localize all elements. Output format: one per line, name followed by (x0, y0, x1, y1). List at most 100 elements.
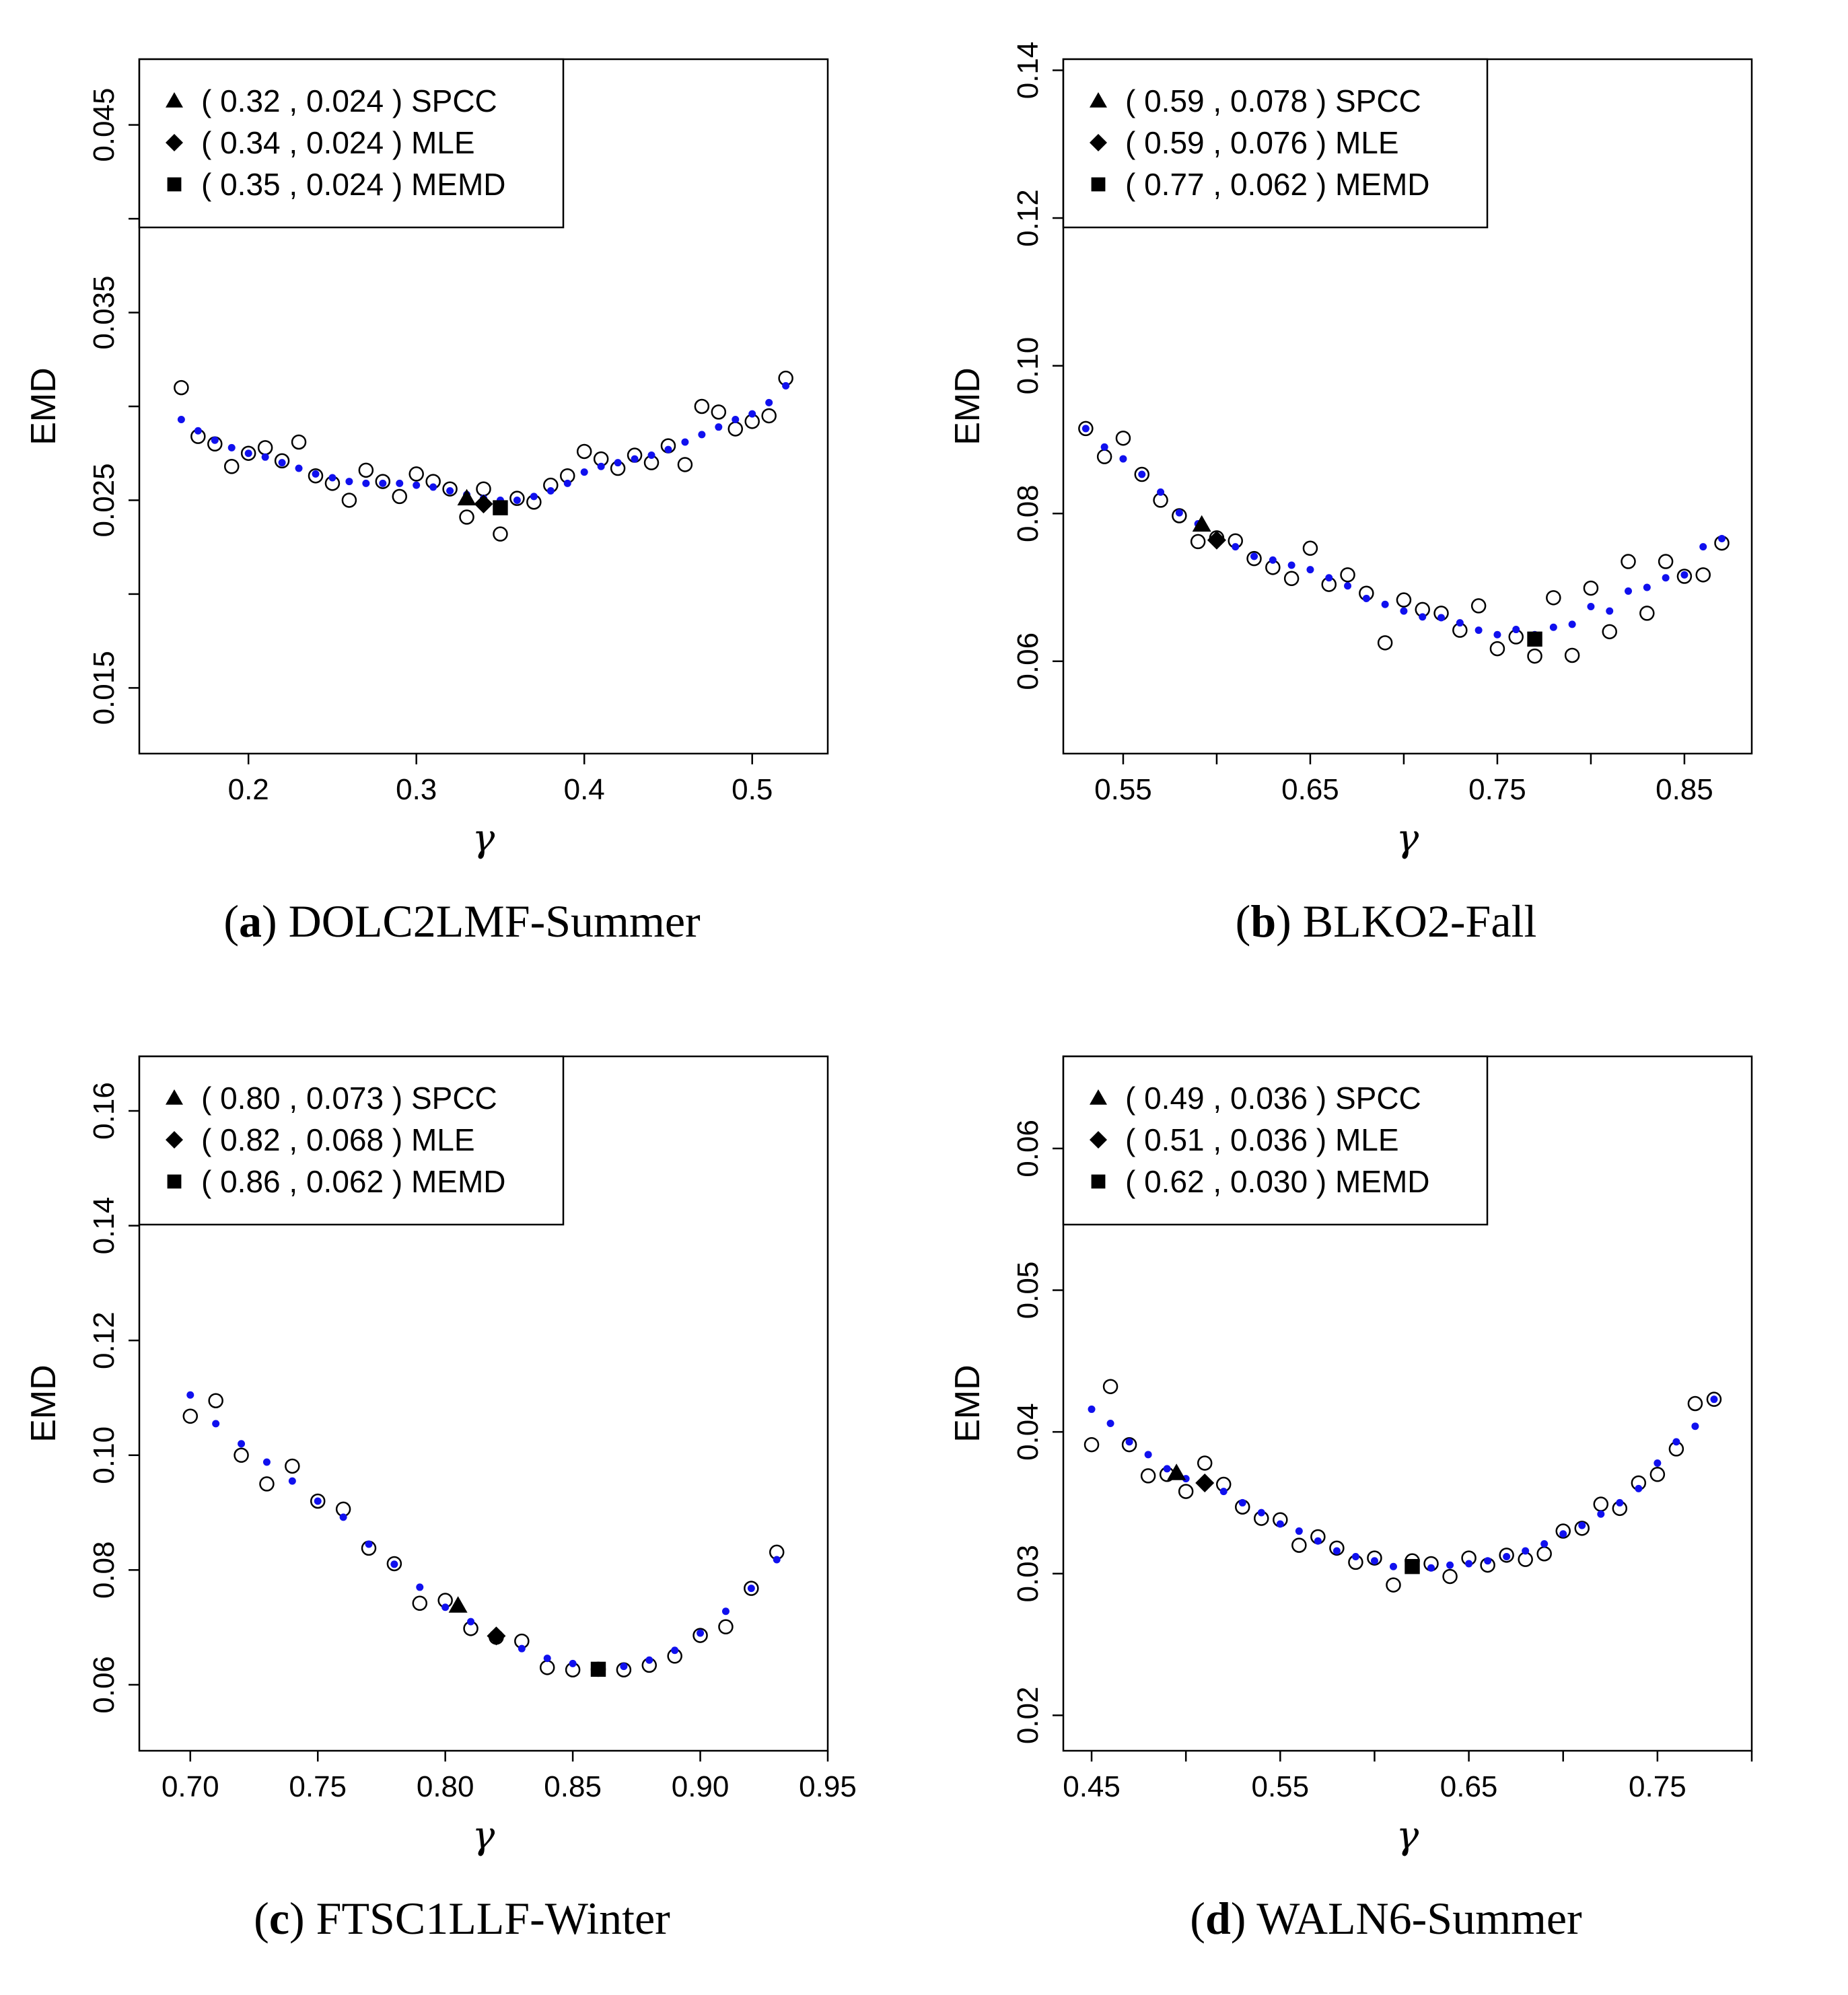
empirical-point (1102, 1379, 1118, 1394)
fitted-point (211, 436, 219, 444)
fitted-point (295, 464, 303, 472)
fitted-point (1125, 1438, 1133, 1446)
fitted-point (1568, 620, 1576, 628)
fitted-point (244, 449, 252, 458)
fitted-point (1306, 566, 1314, 574)
legend: ( 0.59 , 0.078 ) SPCC ( 0.59 , 0.076 ) ML… (1062, 58, 1489, 229)
empirical-point (1291, 1537, 1307, 1553)
empirical-point (509, 491, 525, 506)
fitted-point (697, 1629, 705, 1637)
empirical-point (1564, 647, 1580, 663)
legend-entry: ( 0.82 , 0.068 ) MLE (201, 1122, 475, 1157)
fitted-point (1370, 1557, 1378, 1565)
fitted-point (1456, 619, 1464, 627)
empirical-point (1083, 1437, 1100, 1453)
y-tick-label: 0.025 (87, 463, 120, 537)
empirical-point (412, 1595, 428, 1611)
fitted-point (1081, 425, 1090, 433)
y-tick-label: 0.10 (87, 1426, 120, 1484)
legend-entry: ( 0.34 , 0.024 ) MLE (201, 125, 475, 160)
fitted-point (1437, 614, 1446, 622)
x-tick-label: 0.85 (1656, 773, 1713, 806)
fitted-point (1163, 1465, 1171, 1473)
fitted-point (1419, 613, 1427, 621)
y-tick-label: 0.12 (87, 1311, 120, 1369)
fitted-point (664, 445, 672, 454)
x-tick-label: 0.85 (544, 1770, 602, 1803)
empirical-point (174, 379, 189, 396)
fitted-point (518, 1644, 526, 1653)
legend-marker-diamond (1090, 1131, 1107, 1149)
empirical-point (285, 1458, 300, 1474)
x-axis-label: γ (1396, 1814, 1419, 1858)
empirical-point (1246, 550, 1262, 567)
fitted-point (312, 470, 320, 478)
x-tick-label: 0.65 (1281, 773, 1339, 806)
empirical-point (358, 462, 374, 478)
fitted-point (1680, 571, 1689, 579)
empirical-point (1470, 598, 1487, 614)
legend-marker-square (1091, 177, 1106, 192)
fitted-point (631, 455, 639, 463)
chart-d: 0.45 0.55 0.65 0.75 0.02 0.03 0.04 0.05 0.06 γ EMD… (948, 1055, 1753, 1858)
x-axis-label: γ (472, 817, 495, 861)
fitted-point (1088, 1405, 1096, 1413)
panel-b: 0.55 0.65 0.75 0.85 0.06 0.08 0.10 0.12 0.14 γ EMD… (924, 0, 1848, 997)
y-tick-label: 0.10 (1011, 337, 1044, 395)
x-tick-label: 0.3 (396, 773, 437, 806)
fitted-point (1250, 552, 1258, 560)
empirical-point (1178, 1484, 1194, 1499)
empirical-point (1574, 1521, 1590, 1536)
x-tick-label: 0.75 (1629, 1770, 1686, 1803)
fitted-point (345, 478, 353, 486)
legend-box (1062, 1055, 1489, 1226)
fitted-point (194, 427, 202, 435)
empirical-point (208, 1393, 223, 1408)
y-tick-label: 0.12 (1011, 189, 1044, 247)
fitted-point (773, 1556, 781, 1564)
y-tick-label: 0.015 (87, 651, 120, 725)
fitted-point (645, 1656, 653, 1664)
fitted-point (1351, 1552, 1359, 1560)
empirical-point (408, 466, 424, 482)
highlight-memd (493, 500, 508, 515)
x-tick-label: 0.70 (162, 1770, 219, 1803)
empirical-point (1536, 1546, 1552, 1562)
empirical-point (1396, 592, 1412, 608)
y-tick-label: 0.14 (1011, 42, 1044, 100)
fitted-point (1325, 574, 1333, 582)
fitted-point (1643, 583, 1651, 591)
legend: ( 0.80 , 0.073 ) SPCC ( 0.82 , 0.068 ) ML… (138, 1055, 565, 1226)
fitted-point (543, 1655, 551, 1663)
legend-entry: ( 0.59 , 0.076 ) MLE (1125, 125, 1399, 160)
fitted-point (1389, 1562, 1397, 1570)
legend-entry: ( 0.77 , 0.062 ) MEMD (1125, 167, 1430, 202)
fitted-point (1427, 1564, 1435, 1572)
fitted-point (1522, 1547, 1530, 1555)
fitted-point (1269, 556, 1277, 564)
legend-marker-diamond (166, 134, 183, 151)
highlight-memd (1527, 631, 1542, 647)
fitted-point (186, 1391, 194, 1399)
empirical-point (1518, 1552, 1533, 1567)
x-tick-label: 0.55 (1094, 773, 1152, 806)
empirical-point (476, 481, 491, 497)
fitted-point (1493, 630, 1501, 639)
empirical-point (727, 421, 744, 437)
empirical-point (375, 474, 391, 489)
fitted-point (1654, 1459, 1662, 1467)
empirical-point (1134, 466, 1150, 482)
fitted-point (782, 382, 790, 390)
highlight-mle (1207, 530, 1226, 550)
fitted-point (467, 1618, 475, 1626)
empirical-point (1649, 1467, 1666, 1482)
fitted-point (732, 416, 740, 424)
fitted-point (1100, 443, 1108, 451)
fitted-point (569, 1659, 577, 1667)
fitted-point (1446, 1561, 1454, 1569)
empirical-point (234, 1447, 249, 1463)
empirical-point (223, 459, 240, 474)
empirical-point (257, 440, 273, 456)
y-tick-label: 0.05 (1011, 1262, 1044, 1319)
highlight-memd (1405, 1559, 1420, 1574)
